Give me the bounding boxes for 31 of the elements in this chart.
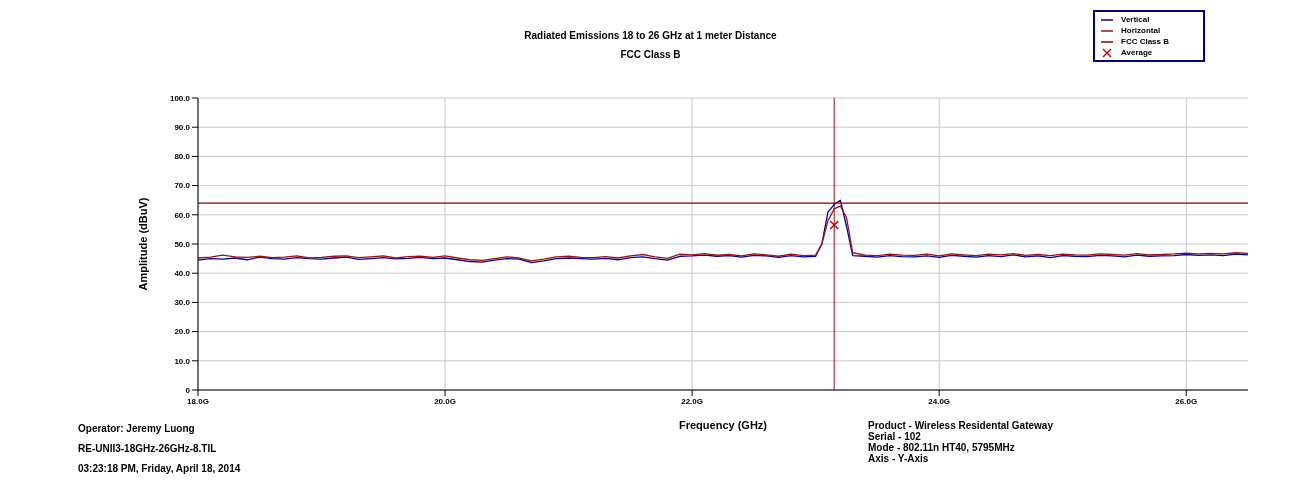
x-tick-label: 20.0G	[434, 396, 456, 406]
text: Mode - 802.11n HT40, 5795MHz	[868, 442, 1016, 453]
text: Axis - Y-Axis	[868, 453, 930, 464]
legend-label: Average	[1121, 47, 1153, 58]
y-tick-label: 20.0	[174, 327, 191, 337]
text: Radiated Emissions 18 to 26 GHz at 1 meter Distance	[524, 30, 777, 41]
x-tick-label: 22.0G	[681, 396, 704, 406]
y-tick-label: 30.0	[174, 298, 191, 308]
text: Product - Wireless Residental Gateway	[868, 420, 1053, 431]
x-tick-label: 24.0G	[928, 396, 951, 406]
y-tick-label: 50.0	[174, 239, 191, 249]
legend-label: Horizontal	[1121, 25, 1161, 36]
x-axis-title: Frequency (GHz)	[678, 419, 768, 431]
y-tick-label: 100.0	[169, 93, 191, 103]
text: RE-UNII3-18GHz-26GHz-8.TIL	[78, 443, 218, 454]
text: Serial - 102	[868, 431, 922, 442]
y-axis-title: Amplitude (dBuV)	[136, 197, 149, 291]
legend-label: Vertical	[1121, 14, 1150, 25]
y-tick-label: 70.0	[174, 181, 191, 191]
text: Operator: Jeremy Luong	[78, 423, 196, 434]
x-tick-label: 26.0G	[1175, 396, 1198, 406]
text: 03:23:18 PM, Friday, April 18, 2014	[78, 463, 241, 474]
legend-label: FCC Class B	[1121, 36, 1170, 47]
y-tick-label: 60.0	[174, 210, 191, 220]
x-tick-label: 18.0G	[187, 396, 209, 406]
text: FCC Class B	[620, 49, 681, 60]
y-tick-label: 80.0	[174, 152, 191, 162]
y-tick-label: 90.0	[174, 123, 191, 133]
y-tick-label: 10.0	[174, 356, 191, 366]
y-tick-label: 0	[185, 385, 191, 395]
y-tick-label: 40.0	[174, 269, 191, 279]
